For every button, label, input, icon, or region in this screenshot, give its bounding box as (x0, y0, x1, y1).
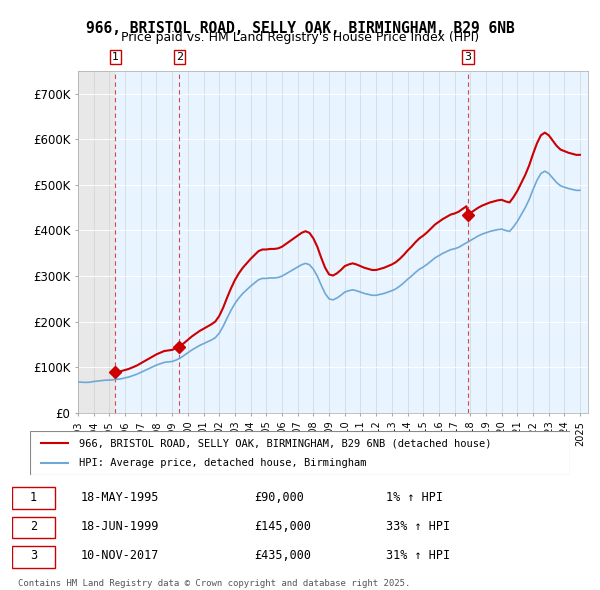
Text: Contains HM Land Registry data © Crown copyright and database right 2025.
This d: Contains HM Land Registry data © Crown c… (18, 579, 410, 590)
Text: 1: 1 (112, 52, 119, 62)
Text: £90,000: £90,000 (254, 491, 304, 504)
Text: 2: 2 (176, 52, 183, 62)
FancyBboxPatch shape (12, 546, 55, 568)
Text: 33% ↑ HPI: 33% ↑ HPI (386, 520, 451, 533)
FancyBboxPatch shape (12, 487, 55, 509)
Text: 18-JUN-1999: 18-JUN-1999 (81, 520, 160, 533)
Text: 3: 3 (30, 549, 37, 562)
Bar (78, 71, 115, 413)
Text: 966, BRISTOL ROAD, SELLY OAK, BIRMINGHAM, B29 6NB (detached house): 966, BRISTOL ROAD, SELLY OAK, BIRMINGHAM… (79, 438, 491, 448)
Text: 31% ↑ HPI: 31% ↑ HPI (386, 549, 451, 562)
Text: 10-NOV-2017: 10-NOV-2017 (81, 549, 160, 562)
FancyBboxPatch shape (30, 431, 570, 475)
Text: 1: 1 (30, 491, 37, 504)
Text: £145,000: £145,000 (254, 520, 311, 533)
Text: £435,000: £435,000 (254, 549, 311, 562)
Text: 3: 3 (464, 52, 472, 62)
Text: 2: 2 (30, 520, 37, 533)
Text: 18-MAY-1995: 18-MAY-1995 (81, 491, 160, 504)
Text: Price paid vs. HM Land Registry's House Price Index (HPI): Price paid vs. HM Land Registry's House … (121, 31, 479, 44)
Text: HPI: Average price, detached house, Birmingham: HPI: Average price, detached house, Birm… (79, 458, 366, 467)
Text: 966, BRISTOL ROAD, SELLY OAK, BIRMINGHAM, B29 6NB: 966, BRISTOL ROAD, SELLY OAK, BIRMINGHAM… (86, 21, 514, 35)
FancyBboxPatch shape (12, 516, 55, 539)
Text: 1% ↑ HPI: 1% ↑ HPI (386, 491, 443, 504)
